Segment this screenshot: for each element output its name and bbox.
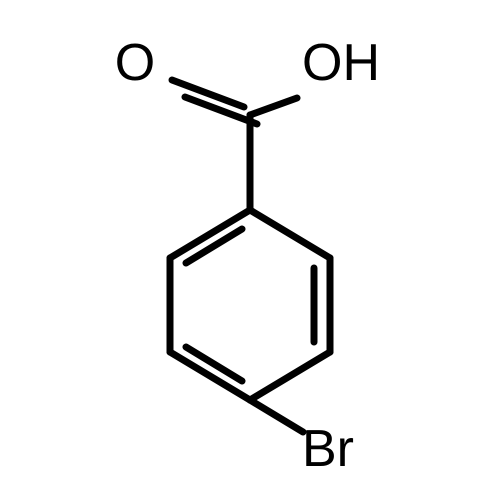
- bond-c4-c5: [250, 352, 330, 400]
- bond-c6-c1: [250, 210, 330, 258]
- atom-hydroxyl: OH: [302, 34, 380, 92]
- bond-c-oh: [250, 98, 297, 115]
- molecule-diagram: O OH Br: [0, 0, 500, 500]
- atom-bromine: Br: [302, 420, 354, 478]
- atom-oxygen-double: O: [115, 34, 155, 92]
- bond-c4-br: [250, 400, 303, 432]
